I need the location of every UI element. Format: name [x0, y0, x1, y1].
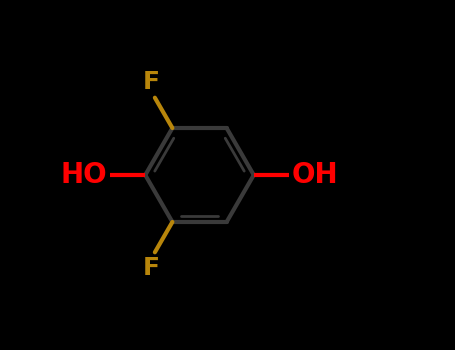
Text: HO: HO — [61, 161, 107, 189]
Text: OH: OH — [292, 161, 338, 189]
Text: F: F — [143, 70, 160, 94]
Text: F: F — [143, 256, 160, 280]
